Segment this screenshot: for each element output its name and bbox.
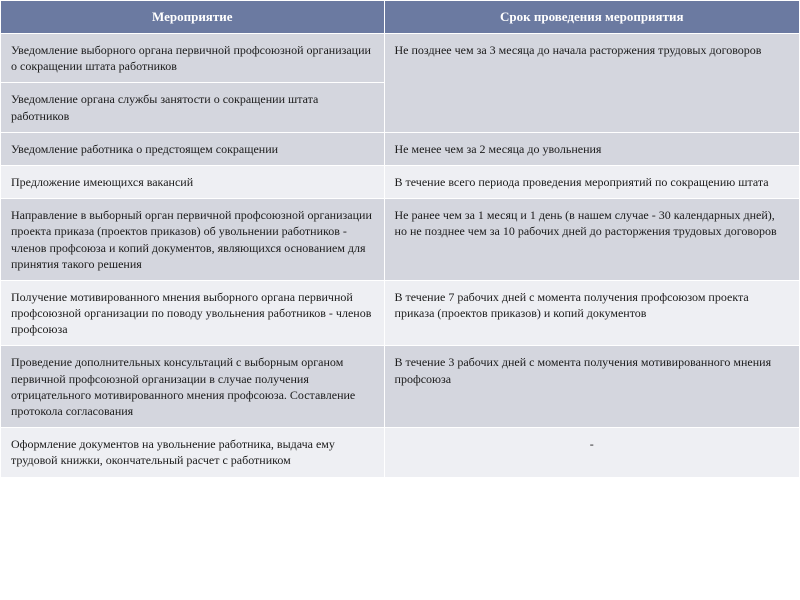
table-row: Уведомление выборного органа первичной п… bbox=[1, 34, 800, 83]
table-header-row: Мероприятие Срок проведения мероприятия bbox=[1, 1, 800, 34]
deadline-cell: В течение всего периода проведения мероп… bbox=[384, 165, 799, 198]
table-row: Уведомление работника о предстоящем сокр… bbox=[1, 132, 800, 165]
deadline-cell: Не ранее чем за 1 месяц и 1 день (в наше… bbox=[384, 199, 799, 281]
event-cell: Направление в выборный орган первичной п… bbox=[1, 199, 385, 281]
table-row: Направление в выборный орган первичной п… bbox=[1, 199, 800, 281]
event-cell: Проведение дополнительных консультаций с… bbox=[1, 346, 385, 428]
table-row: Оформление документов на увольнение рабо… bbox=[1, 428, 800, 477]
col-header-deadline: Срок проведения мероприятия bbox=[384, 1, 799, 34]
event-cell: Уведомление работника о предстоящем сокр… bbox=[1, 132, 385, 165]
event-cell: Предложение имеющихся вакансий bbox=[1, 165, 385, 198]
table-row: Предложение имеющихся вакансий В течение… bbox=[1, 165, 800, 198]
deadline-cell: - bbox=[384, 428, 799, 477]
event-cell: Уведомление выборного органа первичной п… bbox=[1, 34, 385, 83]
deadline-cell: Не менее чем за 2 месяца до увольнения bbox=[384, 132, 799, 165]
table-row: Проведение дополнительных консультаций с… bbox=[1, 346, 800, 428]
schedule-table: Мероприятие Срок проведения мероприятия … bbox=[0, 0, 800, 478]
deadline-cell: В течение 7 рабочих дней с момента получ… bbox=[384, 280, 799, 346]
table-row: Получение мотивированного мнения выборно… bbox=[1, 280, 800, 346]
event-cell: Оформление документов на увольнение рабо… bbox=[1, 428, 385, 477]
event-cell: Уведомление органа службы занятости о со… bbox=[1, 83, 385, 132]
deadline-cell: Не позднее чем за 3 месяца до начала рас… bbox=[384, 34, 799, 133]
col-header-event: Мероприятие bbox=[1, 1, 385, 34]
deadline-cell: В течение 3 рабочих дней с момента получ… bbox=[384, 346, 799, 428]
event-cell: Получение мотивированного мнения выборно… bbox=[1, 280, 385, 346]
